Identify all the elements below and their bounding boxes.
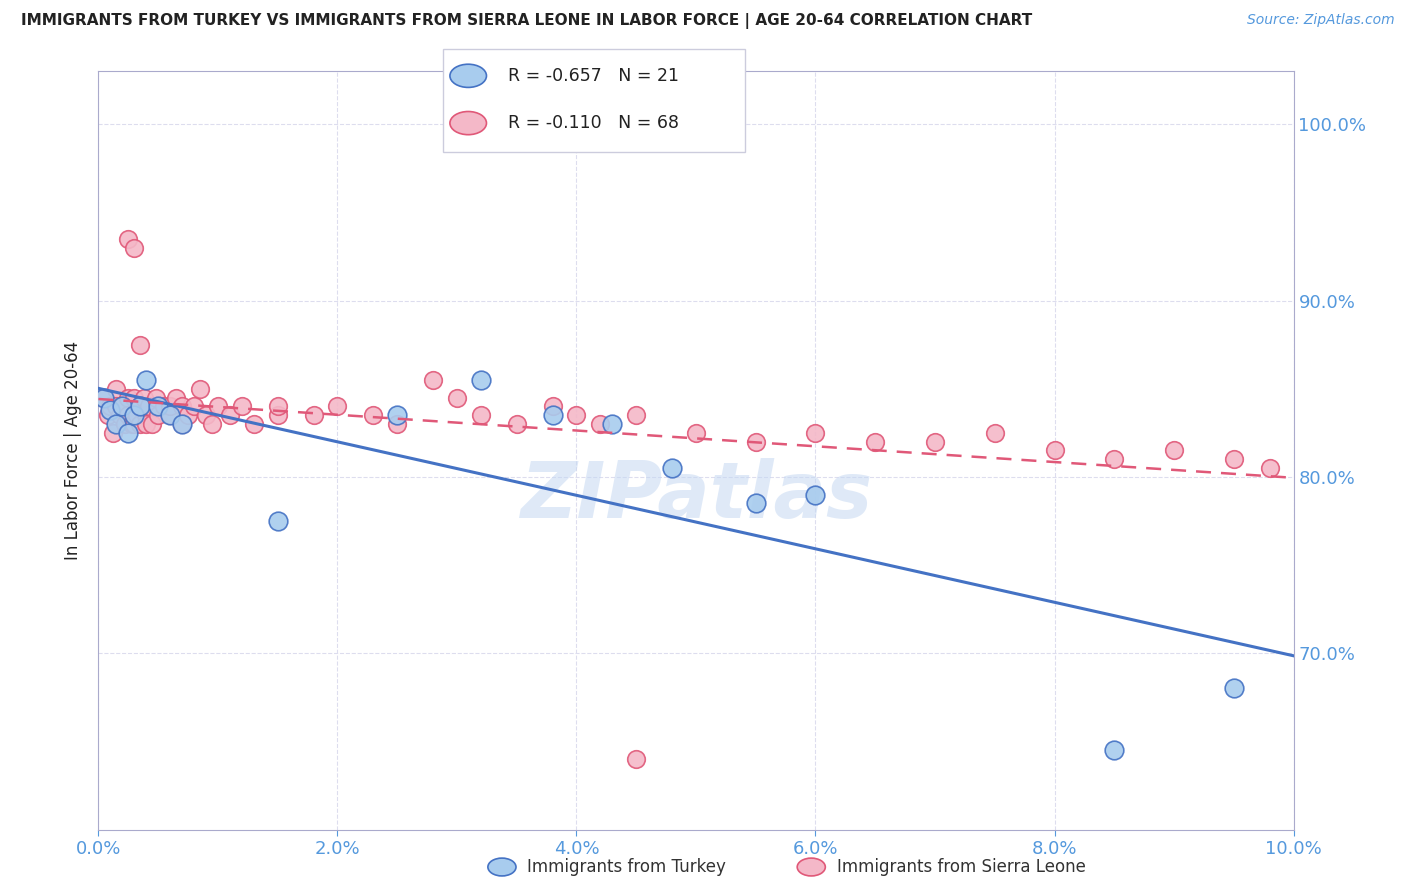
Point <box>745 434 768 449</box>
Point <box>506 417 529 431</box>
Point <box>124 391 146 405</box>
Point <box>207 400 229 414</box>
Point <box>117 232 139 246</box>
Point <box>1163 443 1185 458</box>
Point <box>172 400 194 414</box>
Point <box>145 391 167 405</box>
Point <box>135 417 157 431</box>
Point <box>661 461 683 475</box>
Point <box>132 391 155 405</box>
Point <box>231 400 253 414</box>
Point <box>159 400 181 414</box>
Point <box>804 425 827 440</box>
Point <box>165 391 187 405</box>
Point <box>267 400 290 414</box>
Point <box>243 417 266 431</box>
Point <box>153 400 176 414</box>
Point <box>1104 452 1126 467</box>
Text: R = -0.110   N = 68: R = -0.110 N = 68 <box>508 114 679 132</box>
Point <box>470 408 492 422</box>
Text: ZIPatlas: ZIPatlas <box>520 458 872 534</box>
Point <box>172 417 194 431</box>
Y-axis label: In Labor Force | Age 20-64: In Labor Force | Age 20-64 <box>63 341 82 560</box>
Point <box>141 417 163 431</box>
Point <box>124 417 146 431</box>
Point <box>125 408 148 422</box>
Text: IMMIGRANTS FROM TURKEY VS IMMIGRANTS FROM SIERRA LEONE IN LABOR FORCE | AGE 20-6: IMMIGRANTS FROM TURKEY VS IMMIGRANTS FRO… <box>21 13 1032 29</box>
Point <box>138 400 160 414</box>
Text: Immigrants from Sierra Leone: Immigrants from Sierra Leone <box>837 858 1085 876</box>
Point <box>188 382 211 396</box>
Point <box>924 434 946 449</box>
Point <box>685 425 707 440</box>
Point <box>385 417 409 431</box>
Point <box>1223 452 1246 467</box>
Point <box>326 400 349 414</box>
Point <box>159 408 181 422</box>
Point <box>101 425 124 440</box>
Point <box>984 425 1007 440</box>
Point <box>267 514 290 528</box>
Point <box>363 408 385 422</box>
Point <box>129 400 152 414</box>
Text: Source: ZipAtlas.com: Source: ZipAtlas.com <box>1247 13 1395 28</box>
Point <box>97 408 120 422</box>
Point <box>195 408 218 422</box>
Point <box>105 417 128 431</box>
Point <box>135 408 157 422</box>
Point <box>626 752 648 766</box>
Point <box>135 373 157 387</box>
Point <box>602 417 624 431</box>
Point <box>117 425 139 440</box>
Point <box>124 241 146 255</box>
Point <box>108 408 131 422</box>
Point <box>93 391 115 405</box>
Point <box>111 400 134 414</box>
Point <box>267 408 290 422</box>
Point <box>565 408 588 422</box>
Point <box>121 417 143 431</box>
Point <box>201 417 224 431</box>
Point <box>541 408 564 422</box>
Point <box>105 382 128 396</box>
Point <box>446 391 468 405</box>
Text: R = -0.657   N = 21: R = -0.657 N = 21 <box>508 67 679 85</box>
Point <box>117 391 139 405</box>
Point <box>1258 461 1281 475</box>
Point <box>129 400 152 414</box>
Point <box>385 408 409 422</box>
Point <box>804 487 827 501</box>
Point <box>111 400 134 414</box>
Point <box>589 417 612 431</box>
Point <box>745 496 768 510</box>
Point <box>98 400 122 414</box>
Point <box>626 408 648 422</box>
Point <box>129 337 152 351</box>
Point <box>159 408 181 422</box>
Point <box>1223 681 1246 696</box>
Point <box>302 408 325 422</box>
Point <box>422 373 444 387</box>
Point <box>98 403 122 417</box>
Point <box>470 373 492 387</box>
Point <box>219 408 242 422</box>
Point <box>105 400 128 414</box>
Point <box>1043 443 1066 458</box>
Text: Immigrants from Turkey: Immigrants from Turkey <box>527 858 725 876</box>
Point <box>177 408 200 422</box>
Point <box>183 400 205 414</box>
Point <box>117 408 139 422</box>
Point <box>541 400 564 414</box>
Point <box>148 400 170 414</box>
Point <box>129 417 152 431</box>
Point <box>114 417 136 431</box>
Point <box>1104 743 1126 757</box>
Point <box>172 417 194 431</box>
Point <box>93 391 115 405</box>
Point <box>865 434 887 449</box>
Point <box>148 408 170 422</box>
Point <box>124 408 146 422</box>
